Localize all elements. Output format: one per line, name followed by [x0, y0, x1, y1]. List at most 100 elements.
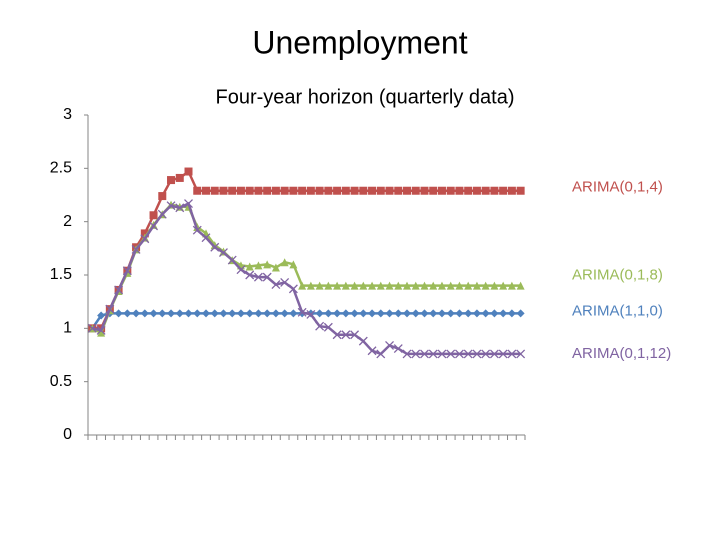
marker	[254, 261, 263, 270]
marker	[333, 309, 342, 318]
marker	[367, 346, 377, 356]
y-tick-label: 2.5	[50, 160, 72, 177]
marker	[376, 281, 385, 290]
marker	[472, 349, 482, 359]
marker	[341, 281, 350, 290]
marker	[245, 262, 254, 271]
marker	[245, 309, 254, 318]
marker	[280, 186, 289, 195]
marker	[271, 280, 281, 290]
marker	[490, 309, 499, 318]
marker	[437, 281, 446, 290]
marker	[201, 309, 210, 318]
marker	[263, 309, 272, 318]
marker	[341, 309, 350, 318]
marker	[403, 309, 412, 318]
marker	[123, 309, 132, 318]
marker	[210, 309, 219, 318]
series-line	[92, 169, 521, 330]
marker	[428, 349, 438, 359]
marker	[499, 309, 508, 318]
marker	[306, 310, 316, 319]
marker	[472, 281, 481, 290]
marker	[297, 307, 307, 317]
marker	[472, 309, 481, 318]
marker	[489, 349, 499, 359]
marker	[280, 309, 289, 318]
marker	[201, 233, 211, 243]
marker	[437, 186, 446, 195]
marker	[324, 309, 333, 318]
chart-subtitle: Four-year horizon (quarterly data)	[215, 86, 514, 108]
marker	[158, 192, 167, 201]
marker	[201, 186, 210, 195]
marker	[411, 309, 420, 318]
marker	[516, 349, 526, 359]
marker	[481, 309, 490, 318]
marker	[516, 309, 525, 318]
chart-title: Unemployment	[252, 24, 467, 60]
legend-label: ARIMA(0,1,8)	[572, 267, 663, 284]
marker	[507, 309, 516, 318]
marker	[358, 336, 368, 346]
marker	[359, 281, 368, 290]
marker	[140, 309, 149, 318]
marker	[385, 340, 394, 350]
marker	[324, 281, 333, 290]
marker	[289, 186, 298, 195]
marker	[175, 309, 184, 318]
marker	[280, 278, 290, 287]
marker	[236, 186, 245, 195]
marker	[481, 281, 490, 290]
marker	[429, 281, 438, 290]
marker	[481, 349, 491, 359]
marker	[105, 304, 115, 314]
marker	[114, 285, 124, 295]
marker	[131, 244, 141, 254]
marker	[149, 211, 158, 220]
marker	[429, 186, 438, 195]
marker	[464, 309, 473, 318]
marker	[263, 260, 272, 269]
marker	[271, 186, 280, 195]
marker	[184, 199, 193, 208]
marker	[394, 309, 403, 318]
marker	[271, 263, 280, 272]
series-line	[92, 201, 521, 356]
marker	[472, 186, 481, 195]
legend-label: ARIMA(1,1,0)	[572, 302, 663, 319]
marker	[341, 186, 350, 195]
y-tick-label: 2	[63, 213, 72, 230]
marker	[96, 326, 106, 335]
marker	[394, 281, 403, 290]
marker	[298, 186, 307, 195]
marker	[140, 229, 149, 238]
marker	[411, 281, 420, 290]
marker	[403, 281, 412, 290]
marker	[254, 186, 263, 195]
marker	[376, 309, 385, 318]
marker	[429, 309, 438, 318]
marker	[306, 281, 315, 290]
marker	[245, 186, 254, 195]
y-tick-label: 1	[63, 320, 72, 337]
marker	[219, 309, 228, 318]
marker	[157, 209, 167, 219]
marker	[132, 309, 141, 318]
marker	[122, 266, 132, 276]
marker	[254, 309, 263, 318]
marker	[446, 349, 456, 359]
marker	[368, 186, 377, 195]
marker	[175, 173, 184, 182]
marker	[333, 186, 342, 195]
marker	[350, 330, 360, 340]
marker	[333, 281, 342, 290]
marker	[507, 186, 516, 195]
marker	[455, 186, 464, 195]
marker	[490, 186, 499, 195]
marker	[219, 248, 228, 258]
marker	[114, 309, 123, 318]
marker	[411, 349, 421, 359]
marker	[420, 349, 429, 359]
